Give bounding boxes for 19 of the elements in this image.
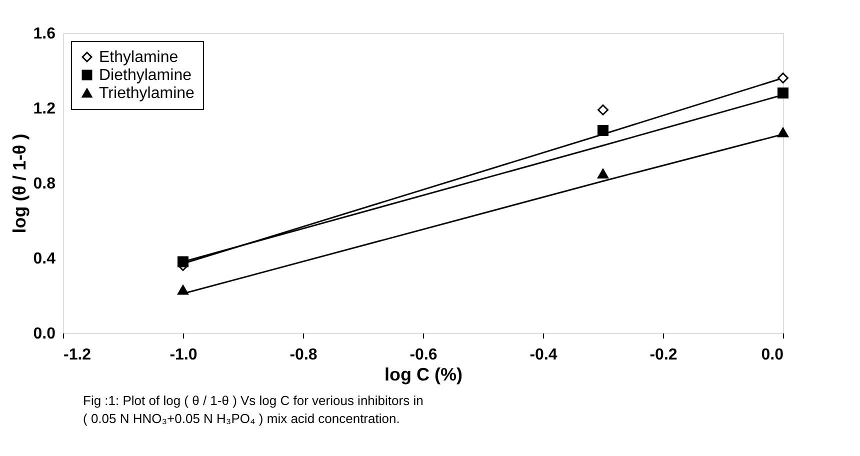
legend-label: Diethylamine [99, 67, 192, 84]
y-tick-label: 0.4 [33, 250, 56, 268]
y-tick-label: 1.2 [33, 100, 56, 118]
y-axis-title: log (θ / 1-θ ) [9, 134, 30, 234]
x-tick-label: 0.0 [761, 346, 784, 364]
x-tick-label: -0.2 [650, 346, 678, 364]
x-tick-label: -0.6 [410, 346, 438, 364]
y-tick-label: 1.6 [33, 26, 56, 42]
text: ( 0.05 N HNO₃+0.05 N H₃PO₄ ) mix acid concentration. [83, 411, 400, 426]
x-tick-label: -0.4 [530, 346, 558, 364]
x-axis-title: log C (%) [384, 364, 462, 384]
y-tick-label: 0.8 [33, 176, 56, 192]
x-tick-label: -1.0 [170, 346, 198, 364]
legend-label: Ethylamine [99, 49, 178, 66]
x-tick-label: -1.2 [64, 346, 92, 364]
text: Fig :1: Plot of log ( θ / 1-θ ) Vs log C for verious inhibitors in [83, 393, 424, 408]
legend-label: Triethylamine [99, 85, 195, 102]
y-tick-label: 0.0 [33, 326, 56, 342]
x-tick-label: -0.8 [290, 346, 318, 364]
